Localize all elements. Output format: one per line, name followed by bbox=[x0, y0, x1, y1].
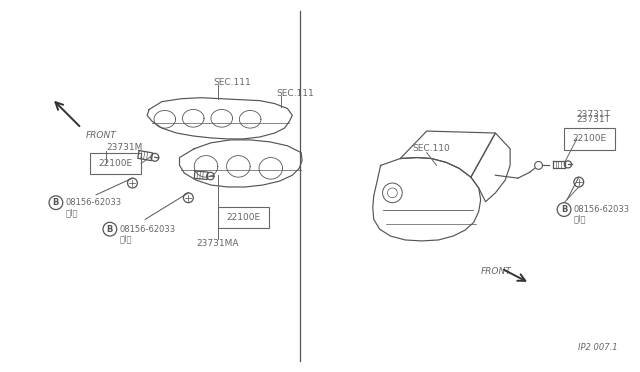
Text: SEC.110: SEC.110 bbox=[412, 144, 450, 153]
Text: 08156-62033: 08156-62033 bbox=[120, 225, 176, 234]
Text: （I）: （I） bbox=[120, 234, 132, 243]
Text: B: B bbox=[561, 205, 567, 214]
Text: SEC.111: SEC.111 bbox=[214, 78, 252, 87]
Text: 23731T: 23731T bbox=[577, 110, 611, 119]
Text: SEC.111: SEC.111 bbox=[276, 89, 314, 98]
Bar bbox=[90, 153, 141, 174]
Text: FRONT: FRONT bbox=[85, 131, 116, 140]
Text: 23731M: 23731M bbox=[106, 143, 142, 152]
Text: 22100E: 22100E bbox=[99, 159, 133, 168]
Text: （I）: （I） bbox=[66, 208, 78, 217]
Text: 08156-62033: 08156-62033 bbox=[574, 205, 630, 214]
Text: FRONT: FRONT bbox=[481, 267, 511, 276]
Text: 22100E: 22100E bbox=[226, 213, 260, 222]
Text: （I）: （I） bbox=[574, 215, 586, 224]
Text: 22100E: 22100E bbox=[573, 134, 607, 144]
Bar bbox=[564, 128, 615, 150]
Text: 23731MA: 23731MA bbox=[196, 239, 239, 248]
Text: 08156-62033: 08156-62033 bbox=[66, 198, 122, 207]
Text: 23731T: 23731T bbox=[577, 115, 611, 124]
Bar bbox=[218, 206, 269, 228]
Text: IP2 007.1: IP2 007.1 bbox=[579, 343, 618, 352]
Text: B: B bbox=[107, 225, 113, 234]
Text: B: B bbox=[52, 198, 59, 207]
